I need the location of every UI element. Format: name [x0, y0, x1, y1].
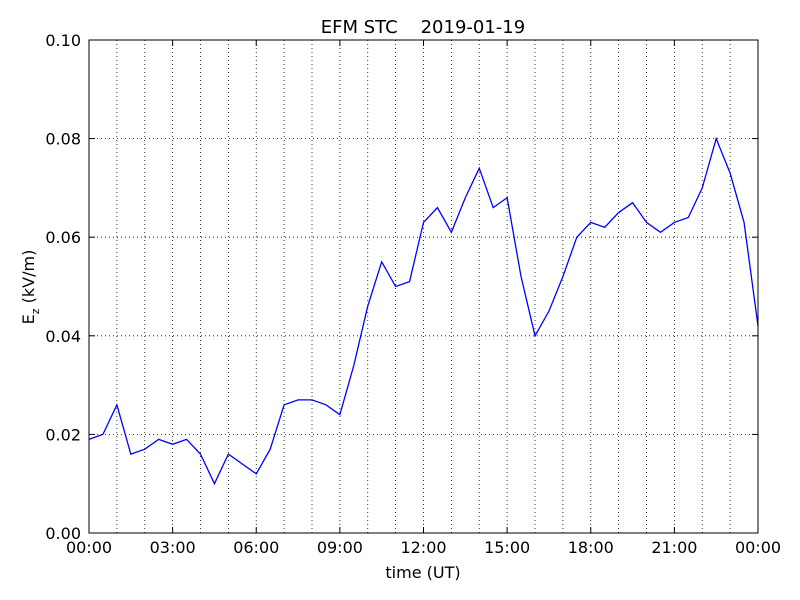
y-tick-label: 0.06	[45, 228, 81, 247]
x-tick-label: 03:00	[150, 538, 196, 557]
x-tick-label: 06:00	[233, 538, 279, 557]
x-axis-label: time (UT)	[385, 563, 460, 582]
x-tick-label: 15:00	[484, 538, 530, 557]
chart-title: EFM STC 2019-01-19	[321, 17, 525, 38]
y-label-sub: z	[29, 308, 42, 314]
y-tick-label: 0.10	[45, 31, 81, 50]
y-label-unit: (kV/m)	[19, 250, 38, 309]
y-axis-label: Ez (kV/m)	[19, 250, 42, 325]
x-tick-label: 00:00	[735, 538, 781, 557]
x-tick-label: 21:00	[651, 538, 697, 557]
x-tick-label: 12:00	[400, 538, 446, 557]
y-tick-label: 0.02	[45, 425, 81, 444]
data-line	[88, 136, 759, 486]
plot-frame	[88, 39, 759, 534]
x-tick-label: 09:00	[317, 538, 363, 557]
y-tick-label: 0.08	[45, 130, 81, 149]
x-tick-label: 00:00	[66, 538, 112, 557]
y-tick-label: 0.04	[45, 327, 81, 346]
x-tick-label: 18:00	[568, 538, 614, 557]
y-label-base: E	[19, 314, 38, 324]
y-tick-label: 0.00	[45, 524, 81, 543]
